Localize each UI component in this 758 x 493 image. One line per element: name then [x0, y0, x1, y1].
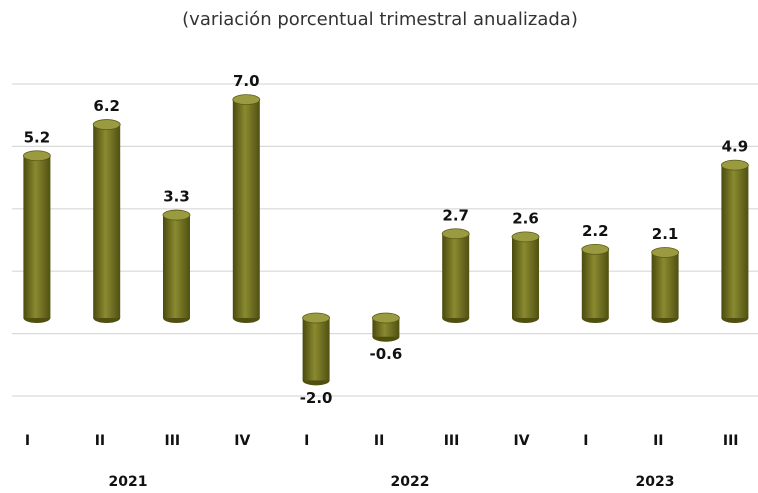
bar-cap [441, 228, 470, 240]
value-label: 5.2 [24, 128, 51, 146]
group-label: 2022 [391, 474, 430, 490]
x-tick-label: III [165, 433, 181, 449]
value-label: 7.0 [233, 72, 260, 90]
bar [721, 165, 749, 318]
value-label: -0.6 [369, 345, 402, 363]
x-tick-label: II [374, 433, 384, 449]
bar [163, 215, 190, 318]
value-label: 3.3 [163, 188, 190, 206]
x-tick-label: III [444, 433, 460, 449]
bar [581, 249, 609, 318]
bar-cap [371, 312, 400, 324]
value-label: 6.2 [93, 97, 120, 115]
bar [651, 252, 679, 318]
x-tick-label: I [304, 433, 309, 449]
x-tick-label: IV [234, 433, 250, 449]
value-label: 2.7 [442, 206, 469, 224]
bar [93, 124, 121, 318]
x-tick-label: IV [514, 433, 530, 449]
x-tick-label: II [653, 433, 663, 449]
bar-cap [162, 209, 191, 221]
bar-cap [721, 159, 749, 171]
chart-subtitle: (variación porcentual trimestral anualiz… [182, 9, 578, 30]
bar-cap [232, 94, 261, 105]
bar [512, 236, 539, 318]
bar-cap [581, 243, 610, 255]
x-tick-label: II [95, 433, 105, 449]
bar-cap [23, 150, 51, 162]
bar [23, 155, 51, 318]
bar-cap [511, 231, 540, 243]
value-label: 2.6 [512, 209, 539, 227]
bar-cap [651, 247, 679, 258]
x-tick-label: I [25, 433, 30, 449]
value-label: 2.1 [652, 225, 679, 243]
bar-cap [302, 312, 331, 324]
value-label: -2.0 [300, 389, 333, 407]
x-tick-label: I [583, 433, 588, 449]
value-label: 4.9 [722, 138, 749, 156]
bar [302, 318, 330, 381]
bar [232, 99, 260, 318]
value-label: 2.2 [582, 222, 609, 240]
bar-cap [92, 119, 121, 130]
bar [442, 233, 470, 318]
x-tick-label: III [723, 433, 739, 449]
group-label: 2021 [109, 474, 148, 490]
group-label: 2023 [636, 474, 675, 490]
